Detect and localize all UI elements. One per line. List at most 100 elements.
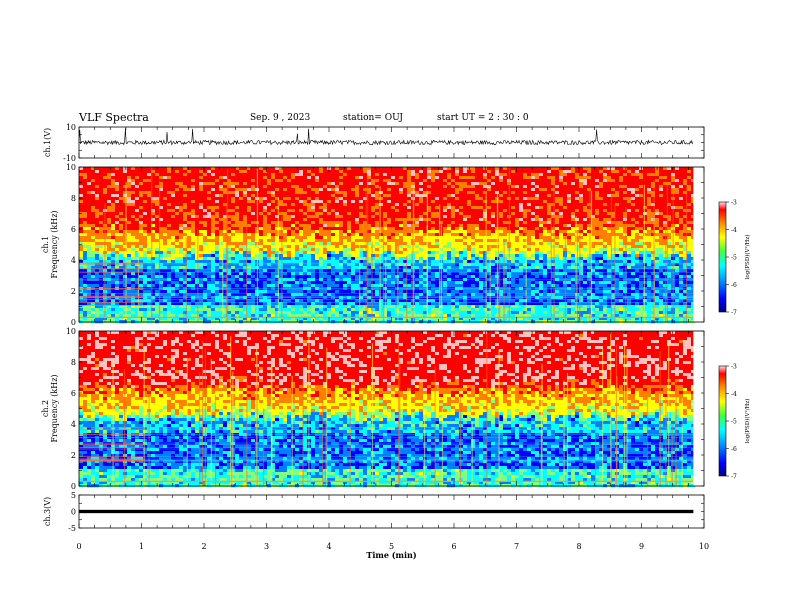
spectrogram-cell — [123, 311, 128, 315]
spectrogram-cell — [267, 308, 272, 312]
spectrogram-cell — [175, 266, 180, 270]
spectrogram-cell — [439, 215, 444, 219]
spectrogram-cell — [235, 230, 240, 234]
spectrogram-cell — [447, 266, 452, 270]
spectrogram-cell — [283, 224, 288, 228]
spectrogram-cell — [79, 308, 84, 312]
spectrogram-cell — [135, 188, 140, 192]
spectrogram-cell — [367, 179, 372, 183]
spectrogram-cell — [139, 212, 144, 216]
spectrogram-cell — [219, 317, 224, 321]
spectrogram-cell — [211, 266, 216, 270]
spectrogram-cell — [403, 275, 408, 279]
spectrogram-cell — [195, 218, 200, 222]
spectrogram-cell — [315, 215, 320, 219]
spectrogram-cell — [439, 176, 444, 180]
spectrogram-cell — [367, 275, 372, 279]
spectrogram-cell — [175, 203, 180, 207]
spectrogram-cell — [303, 248, 308, 252]
spectrogram-cell — [83, 275, 88, 279]
start-time-label: start UT = 2 : 30 : 0 — [437, 113, 529, 123]
spectrogram-cell — [111, 308, 116, 312]
spectrogram-cell — [175, 221, 180, 225]
spectrogram-cell — [371, 233, 376, 237]
spectrogram-cell — [287, 272, 292, 276]
spectrogram-cell — [127, 272, 132, 276]
spectrogram-cell — [343, 212, 348, 216]
spectrogram-cell — [143, 281, 148, 285]
spectrogram-cell — [267, 215, 272, 219]
spectrogram-cell — [303, 185, 308, 189]
spectrogram-cell — [191, 191, 196, 195]
figure-title: VLF Spectra — [79, 111, 149, 124]
spectrogram-cell — [139, 251, 144, 255]
spectrogram-cell — [251, 293, 256, 297]
spectrogram-cell — [207, 200, 212, 204]
spectrogram-cell — [107, 221, 112, 225]
spectrogram-cell — [295, 167, 300, 171]
spectrogram-cell — [403, 260, 408, 264]
spectrogram-cell — [451, 209, 456, 213]
spectrogram-cell — [339, 176, 344, 180]
spectrogram-cell — [295, 269, 300, 273]
spectrogram-cell — [279, 248, 284, 252]
spectrogram-cell — [135, 314, 140, 318]
spectrogram-cell — [175, 194, 180, 198]
spectrogram-cell — [311, 275, 316, 279]
spectrogram-cell — [123, 254, 128, 258]
spectrogram-cell — [247, 293, 252, 297]
spectrogram-cell — [387, 194, 392, 198]
spectrogram-cell — [343, 254, 348, 258]
spectrogram-cell — [167, 167, 172, 171]
spectrogram-cell — [115, 245, 120, 249]
spectrogram-cell — [179, 290, 184, 294]
spectrogram-cell — [147, 233, 152, 237]
spectrogram-cell — [247, 260, 252, 264]
spectrogram-cell — [275, 290, 280, 294]
spectrogram-cell — [243, 266, 248, 270]
spectrogram-cell — [87, 230, 92, 234]
spectrogram-cell — [379, 170, 384, 174]
spectrogram-cell — [267, 218, 272, 222]
spectrogram-cell — [355, 299, 360, 303]
spectrogram-cell — [159, 266, 164, 270]
spectrogram-cell — [87, 224, 92, 228]
spectrogram-cell — [119, 275, 124, 279]
spectrogram-cell — [83, 236, 88, 240]
spectrogram-cell — [199, 266, 204, 270]
spectrogram-cell — [147, 182, 152, 186]
spectrogram-cell — [151, 233, 156, 237]
spectrogram-cell — [319, 182, 324, 186]
spectrogram-cell — [135, 215, 140, 219]
spectrogram-cell — [367, 257, 372, 261]
spectrogram-cell — [231, 266, 236, 270]
spectrogram-cell — [119, 203, 124, 207]
spectrogram-cell — [231, 230, 236, 234]
spectrogram-cell — [195, 290, 200, 294]
spectrogram-cell — [279, 311, 284, 315]
spectrogram-cell — [415, 188, 420, 192]
spectrogram-cell — [371, 200, 376, 204]
spectrogram-cell — [167, 293, 172, 297]
spectrogram-cell — [147, 314, 152, 318]
spectrogram-cell — [299, 260, 304, 264]
spectrogram-cell — [171, 305, 176, 309]
spectrogram-cell — [327, 206, 332, 210]
spectrogram-cell — [179, 170, 184, 174]
spectrogram-cell — [83, 218, 88, 222]
spectrogram-cell — [115, 254, 120, 258]
spectrogram-cell — [239, 242, 244, 246]
spectrogram-cell — [195, 257, 200, 261]
spectrogram-cell — [379, 176, 384, 180]
spectrogram-cell — [227, 284, 232, 288]
spectrogram-cell — [155, 233, 160, 237]
spectrogram-cell — [303, 281, 308, 285]
spectrogram-cell — [387, 245, 392, 249]
spectrogram-cell — [143, 215, 148, 219]
spectrogram-cell — [203, 221, 208, 225]
spectrogram-cell — [407, 197, 412, 201]
spectrogram-cell — [135, 269, 140, 273]
spectrogram-cell — [163, 170, 168, 174]
spectrogram-cell — [171, 266, 176, 270]
spectrogram-cell — [223, 230, 228, 234]
